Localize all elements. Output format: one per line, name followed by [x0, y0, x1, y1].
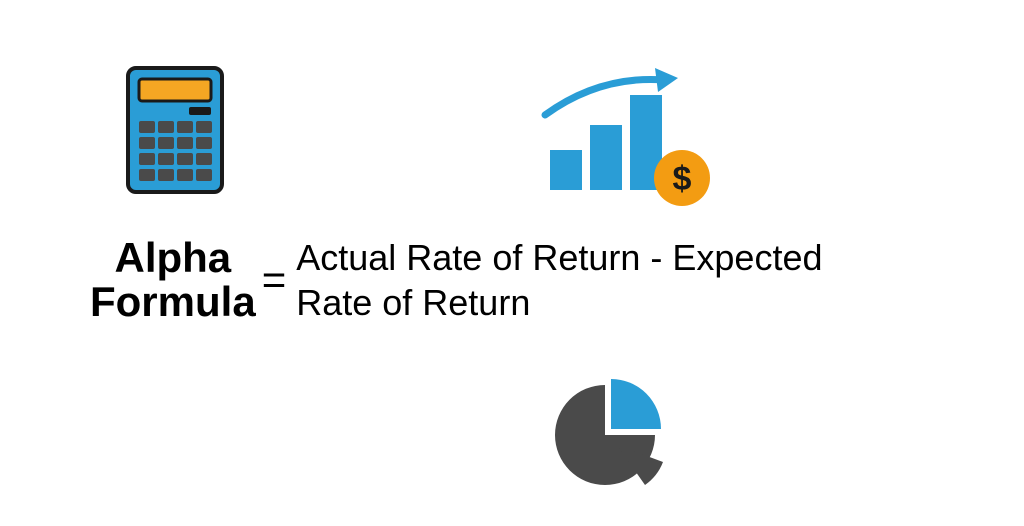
formula-title-line1: Alpha — [90, 236, 256, 280]
calculator-icon — [125, 65, 225, 195]
pie-chart-icon — [545, 370, 675, 500]
svg-text:$: $ — [673, 160, 692, 198]
formula-row: Alpha Formula = Actual Rate of Return - … — [90, 235, 856, 325]
infographic-canvas: $ Alpha Formula = Actual Rate of Return … — [0, 0, 1024, 526]
formula-definition: Actual Rate of Return - Expected Rate of… — [296, 235, 856, 325]
formula-title: Alpha Formula — [90, 236, 256, 324]
formula-title-line2: Formula — [90, 280, 256, 324]
growth-chart-icon: $ — [530, 60, 720, 210]
equals-sign: = — [262, 256, 287, 304]
